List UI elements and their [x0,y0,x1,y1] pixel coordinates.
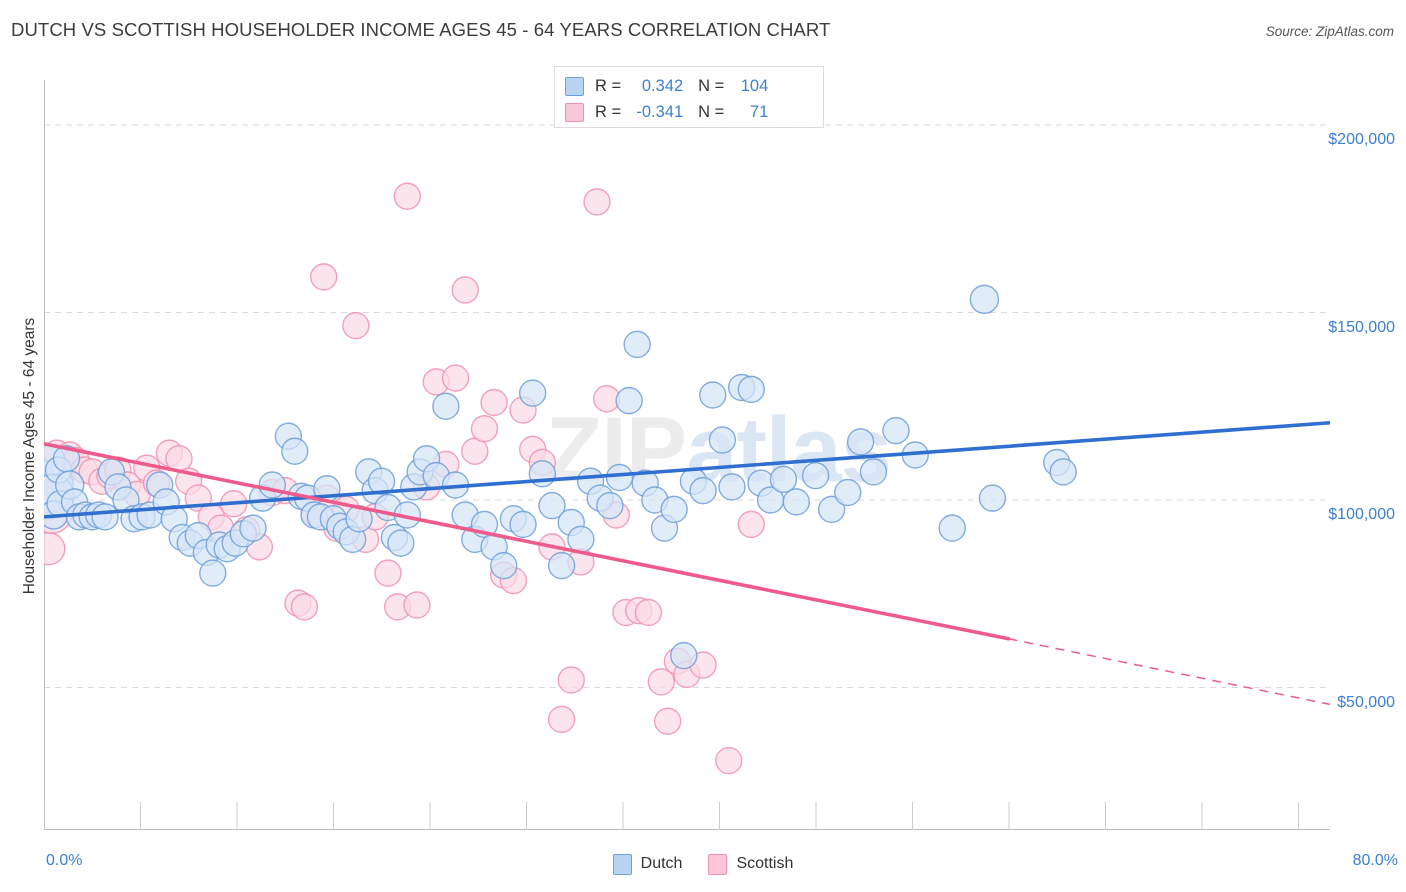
data-point[interactable] [387,529,415,557]
data-point[interactable] [834,478,862,507]
dutch-n-key: N = [698,76,725,95]
data-point[interactable] [715,746,743,775]
scottish-trendline [44,441,1011,641]
data-point[interactable] [44,532,66,566]
data-point[interactable] [1049,458,1077,486]
data-point[interactable] [596,491,624,520]
data-point[interactable] [615,386,643,415]
correlation-stats-box: R = 0.342 N = 104 R = -0.341 N = 71 [554,66,824,128]
data-point[interactable] [441,364,470,392]
legend-label-scottish: Scottish [736,855,794,872]
data-point[interactable] [342,311,370,340]
data-point[interactable] [91,503,119,531]
page-title: DUTCH VS SCOTTISH HOUSEHOLDER INCOME AGE… [11,19,831,40]
data-point[interactable] [660,495,688,524]
data-point[interactable] [239,514,267,542]
data-point[interactable] [670,641,698,670]
data-point[interactable] [817,495,846,524]
data-point[interactable] [432,392,460,420]
dutch-r-value: 0.342 [641,76,684,95]
data-point[interactable] [718,473,746,501]
dutch-n-value: 104 [740,76,769,95]
data-point[interactable] [470,415,499,443]
y-axis-tick-label: $200,000 [1328,131,1395,148]
data-point[interactable] [689,476,717,505]
data-point[interactable] [290,593,319,621]
source-label: Source: ZipAtlas.com [1265,24,1394,39]
data-point[interactable] [199,559,227,587]
data-point[interactable] [623,330,651,359]
data-point[interactable] [737,375,765,404]
data-point[interactable] [374,559,402,587]
dutch-swatch-icon [565,76,584,96]
scottish-trendline-projection [1008,638,1330,706]
stats-row: R = 0.342 N = 104 [565,73,813,99]
data-point[interactable] [699,381,727,409]
data-point[interactable] [859,458,888,486]
data-point[interactable] [547,705,576,734]
data-point[interactable] [281,437,309,465]
scottish-r-value: -0.341 [636,102,684,121]
data-point[interactable] [557,666,585,694]
x-axis-tick-label-max: 80.0% [1352,852,1398,869]
stats-row: R = -0.341 N = 71 [565,99,813,125]
scatter-plot [44,80,1330,830]
data-point[interactable] [538,491,566,520]
data-point[interactable] [547,551,576,580]
data-point[interactable] [480,388,508,417]
scottish-r-key: R = [595,102,622,121]
plot-canvas [44,80,1330,830]
data-point[interactable] [367,467,396,495]
data-point[interactable] [634,598,663,627]
scottish-n-key: N = [698,102,725,121]
data-point[interactable] [310,263,338,291]
data-point[interactable] [490,551,518,580]
data-point[interactable] [938,514,966,542]
data-point[interactable] [258,471,286,499]
data-point[interactable] [393,182,421,210]
data-point[interactable] [605,463,634,492]
data-point[interactable] [403,591,431,619]
legend-label-dutch: Dutch [640,855,683,872]
data-point[interactable] [782,488,811,516]
data-point[interactable] [647,668,675,696]
y-axis-tick-label: $150,000 [1328,318,1395,336]
dutch-r-key: R = [595,76,622,95]
data-point[interactable] [708,426,737,454]
series-legend: Dutch Scottish [0,851,1406,877]
data-point[interactable] [978,484,1007,512]
scottish-legend-swatch-icon [708,853,728,875]
legend-item-dutch[interactable]: Dutch [612,853,683,875]
data-point[interactable] [969,284,1000,315]
legend-item-scottish[interactable]: Scottish [708,853,794,875]
data-point[interactable] [509,510,537,539]
data-point[interactable] [567,525,595,554]
data-point[interactable] [801,461,830,490]
data-point[interactable] [451,276,479,304]
y-axis-tick-label: $50,000 [1337,693,1395,711]
data-point[interactable] [737,510,765,539]
data-point[interactable] [518,379,547,407]
data-point[interactable] [654,707,682,735]
data-point[interactable] [583,188,611,216]
data-point[interactable] [882,416,910,445]
data-point[interactable] [846,428,875,456]
data-point[interactable] [769,465,798,494]
dutch-trendline [44,420,1330,519]
x-axis-tick-label-min: 0.0% [46,852,83,869]
y-axis-title: Householder Income Ages 45 - 64 years [21,317,38,595]
scottish-n-value: 71 [749,102,769,121]
y-axis-tick-label: $100,000 [1328,506,1395,523]
scottish-swatch-icon [565,102,584,122]
dutch-legend-swatch-icon [612,853,632,875]
